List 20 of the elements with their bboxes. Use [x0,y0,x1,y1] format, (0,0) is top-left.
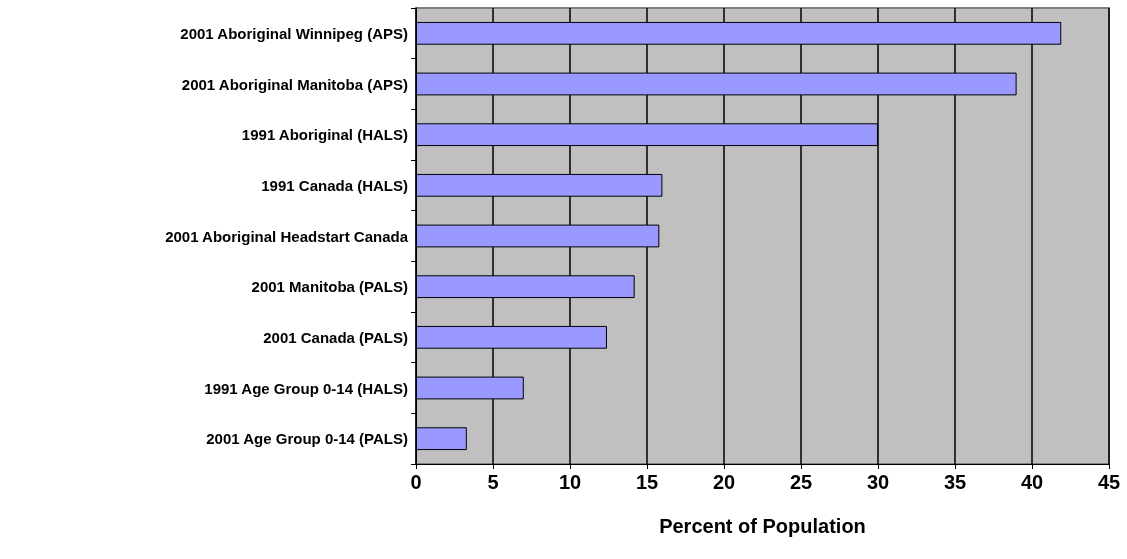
y-tick-label: 1991 Age Group 0-14 (HALS) [204,379,408,397]
x-tick-label: 20 [712,471,736,493]
x-tick-label: 0 [410,471,422,493]
y-tick-label: 2001 Canada (PALS) [263,328,408,346]
y-tick-label: 2001 Manitoba (PALS) [251,278,408,296]
y-tick-label: 1991 Aboriginal (HALS) [241,126,408,144]
x-tick-label: 15 [635,471,659,493]
x-tick-label: 30 [866,471,890,493]
x-tick-label: 5 [487,471,499,493]
x-tick-label: 10 [558,471,582,493]
x-tick-label: 45 [1097,471,1121,493]
x-tick-label: 35 [943,471,967,493]
x-axis-title: Percent of Population [659,515,866,537]
y-tick-label: 2001 Aboriginal Headstart Canada [165,227,409,245]
y-tick-label: 2001 Age Group 0-14 (PALS) [206,430,408,448]
y-tick-label: 1991 Canada (HALS) [261,176,408,194]
x-tick-label: 25 [789,471,813,493]
x-tick-label: 40 [1020,471,1044,493]
y-tick-label: 2001 Aboriginal Winnipeg (APS) [180,24,408,42]
y-tick-label: 2001 Aboriginal Manitoba (APS) [181,75,408,93]
